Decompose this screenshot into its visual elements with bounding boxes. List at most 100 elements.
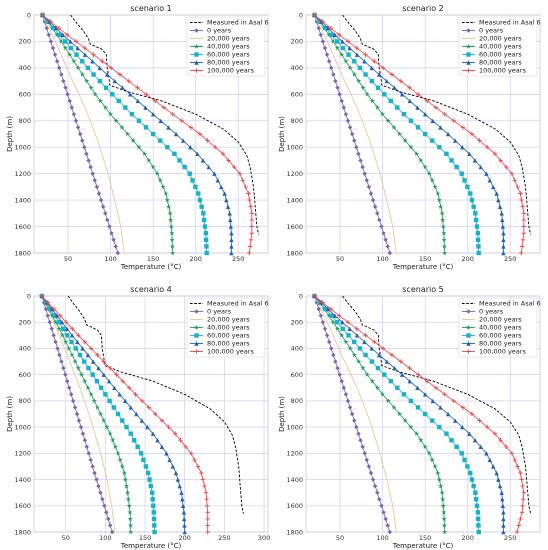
- legend-entry: 60,000 years: [207, 332, 250, 340]
- data-point: [63, 372, 68, 377]
- data-point: [432, 463, 438, 469]
- data-point: [325, 26, 331, 31]
- data-point: [520, 204, 525, 209]
- data-point: [143, 105, 148, 110]
- data-point: [49, 312, 55, 318]
- legend-marker: [465, 324, 472, 330]
- data-point: [71, 111, 77, 117]
- data-point: [369, 98, 376, 104]
- y-tick-label: 0: [299, 292, 303, 300]
- y-tick-label: 1800: [286, 528, 303, 536]
- data-point: [426, 450, 433, 456]
- data-point: [346, 333, 351, 338]
- series-line: [342, 14, 532, 235]
- legend-marker: [466, 349, 471, 354]
- data-point: [96, 191, 102, 196]
- data-point: [229, 250, 234, 256]
- series-0-years: [39, 293, 115, 535]
- data-point: [364, 91, 370, 97]
- data-point: [475, 237, 481, 242]
- data-point: [518, 516, 523, 522]
- data-point: [92, 91, 98, 97]
- series-20-000-years: [41, 295, 116, 533]
- data-point: [516, 523, 521, 528]
- data-point: [192, 457, 197, 463]
- data-point: [442, 529, 448, 535]
- data-point: [75, 45, 80, 51]
- legend-entry: 100,000 years: [207, 348, 254, 356]
- data-point: [181, 510, 187, 515]
- data-point: [395, 385, 400, 390]
- data-point: [197, 197, 203, 203]
- data-point: [382, 372, 387, 377]
- data-point: [153, 411, 158, 417]
- data-point: [501, 230, 506, 236]
- data-point: [435, 190, 441, 196]
- data-point: [330, 319, 336, 325]
- data-point: [113, 244, 118, 249]
- data-point: [132, 438, 137, 443]
- data-point: [485, 145, 490, 150]
- data-point: [356, 78, 362, 84]
- data-point: [362, 59, 367, 64]
- data-point: [61, 365, 66, 371]
- data-point: [120, 418, 125, 423]
- series-80-000-years: [312, 293, 506, 535]
- chart-panel-3: 50 100 150 200 250 300 0 200 400 600 800 1000 1200 14…: [6, 285, 270, 550]
- y-axis-label: Depth (m): [6, 396, 14, 432]
- data-point: [157, 177, 163, 183]
- data-point: [57, 313, 63, 318]
- data-point: [343, 339, 349, 345]
- data-point: [362, 171, 367, 176]
- data-point: [150, 164, 156, 170]
- data-point: [172, 431, 178, 436]
- data-point: [347, 345, 353, 351]
- data-point: [65, 379, 70, 384]
- data-point: [158, 138, 163, 143]
- data-point: [124, 424, 129, 430]
- data-point: [442, 111, 447, 117]
- data-point: [459, 171, 464, 176]
- legend-marker: [466, 333, 471, 338]
- data-point: [175, 477, 181, 482]
- data-point: [202, 224, 208, 229]
- data-point: [440, 496, 446, 502]
- data-point: [330, 38, 336, 44]
- data-point: [462, 457, 467, 463]
- data-point: [363, 352, 368, 358]
- chart-panel-1: 50 100 150 200 250 0 200 400 600 800 1000 1200 1400 1…: [6, 4, 269, 271]
- y-tick-label: 1600: [14, 502, 31, 510]
- data-point: [504, 444, 509, 449]
- data-point: [487, 457, 492, 463]
- data-point: [468, 191, 473, 196]
- data-point: [90, 59, 95, 64]
- data-point: [435, 470, 441, 476]
- data-point: [398, 359, 403, 364]
- data-point: [408, 144, 414, 150]
- legend-box: [186, 16, 266, 77]
- legend-entry: 0 years: [479, 308, 504, 316]
- data-point: [150, 131, 156, 137]
- data-point: [433, 385, 439, 390]
- data-point: [188, 451, 194, 456]
- data-point: [331, 352, 336, 358]
- data-point: [332, 32, 338, 38]
- data-point: [430, 418, 435, 423]
- data-point: [418, 157, 424, 163]
- data-point: [335, 320, 340, 325]
- data-point: [104, 424, 110, 430]
- data-point: [363, 72, 368, 77]
- data-point: [133, 392, 138, 397]
- data-point: [177, 158, 182, 163]
- data-point: [45, 19, 51, 24]
- data-point: [416, 372, 421, 377]
- data-point: [424, 379, 430, 384]
- data-point: [498, 438, 503, 443]
- data-point: [354, 52, 360, 57]
- data-point: [366, 464, 372, 469]
- data-point: [501, 523, 506, 528]
- data-point: [422, 411, 428, 417]
- data-point: [204, 244, 209, 249]
- data-point: [104, 510, 109, 515]
